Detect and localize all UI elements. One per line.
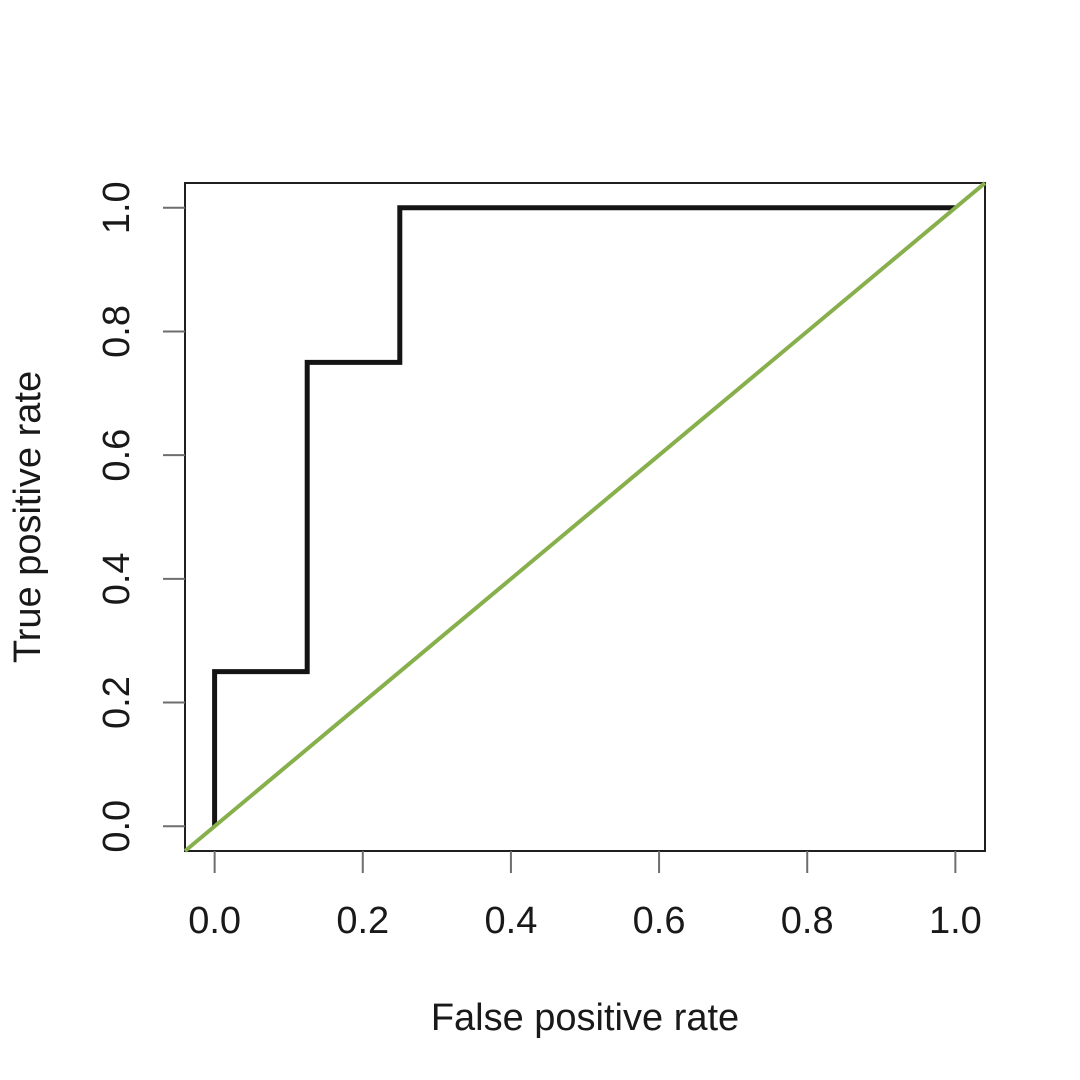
plot-box <box>184 182 986 852</box>
x-axis-title: False positive rate <box>431 997 739 1039</box>
chart-layers: 0.0 0.2 0.4 0.6 0.8 1.0 0.0 0.2 0.4 0.6 0.8 1.0 <box>96 181 987 942</box>
x-axis-tick-label: 1.0 <box>929 900 982 942</box>
x-axis-tick-label: 0.4 <box>485 900 538 942</box>
x-axis-tick-label: 0.8 <box>781 900 834 942</box>
chance-diagonal-line <box>183 181 987 853</box>
y-axis-title: True positive rate <box>7 371 49 663</box>
y-axis-tick-label: 1.0 <box>96 181 138 234</box>
y-axis-tick-label: 0.8 <box>96 305 138 358</box>
y-axis-tick-label: 0.2 <box>96 676 138 729</box>
x-axis-tick-label: 0.2 <box>336 900 389 942</box>
y-axis-tick-label: 0.6 <box>96 429 138 482</box>
roc-step-curve <box>212 205 956 827</box>
x-axis-tick-label: 0.6 <box>633 900 686 942</box>
y-axis-tick-label: 0.0 <box>96 800 138 853</box>
x-axis-tick-label: 0.0 <box>188 900 241 942</box>
y-axis-tick-label: 0.4 <box>96 552 138 605</box>
